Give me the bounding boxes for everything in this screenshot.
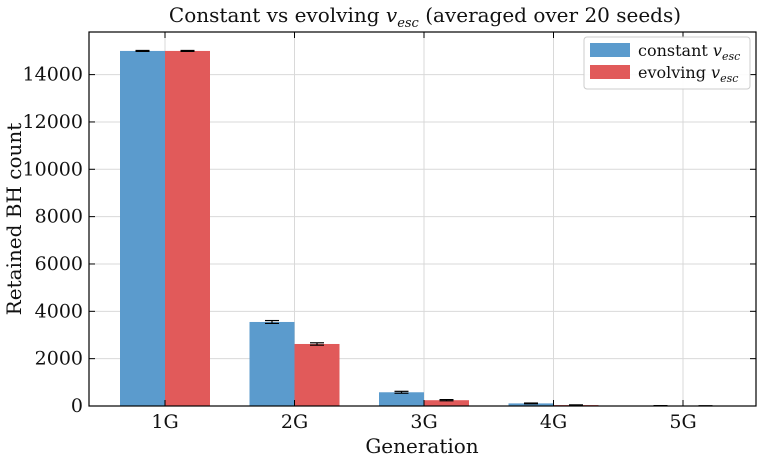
chart-title-var: v — [386, 3, 398, 27]
legend-label-evolving: evolving vesc — [638, 63, 738, 85]
bar-evolving-2G — [294, 343, 340, 406]
y-tick-label: 2000 — [35, 348, 83, 370]
y-tick-label: 0 — [71, 395, 83, 417]
chart-title-text: Constant vs evolving — [169, 3, 386, 27]
chart-title-rest: (averaged over 20 seeds) — [419, 3, 681, 27]
bar-evolving-3G — [424, 400, 469, 406]
ticks-layer — [89, 32, 756, 407]
legend: constant vesc evolving vesc — [583, 36, 751, 90]
y-tick-label: 14000 — [23, 64, 83, 86]
x-tick-label: 1G — [151, 411, 178, 433]
bar-constant-3G — [379, 392, 424, 406]
bar-constant-1G — [120, 50, 165, 407]
legend-swatch-evolving — [590, 65, 630, 79]
x-tick-label: 4G — [540, 411, 567, 433]
y-tick-label: 12000 — [23, 111, 83, 133]
y-tick-label: 10000 — [23, 158, 83, 180]
error-bars-layer — [135, 49, 713, 407]
bar-evolving-1G — [165, 50, 210, 407]
chart-title-sub: esc — [397, 16, 419, 31]
x-tick-label: 2G — [281, 411, 308, 433]
x-axis-title: Generation — [365, 434, 478, 458]
legend-swatch-constant — [590, 43, 630, 57]
y-tick-label: 8000 — [35, 206, 83, 228]
x-tick-label: 3G — [410, 411, 437, 433]
y-axis-title: Retained BH count — [2, 123, 26, 316]
bars-layer — [120, 50, 728, 407]
bar-constant-2G — [249, 321, 295, 406]
plot-frame — [88, 31, 757, 407]
chart-title: Constant vs evolving vesc (averaged over… — [169, 3, 681, 31]
x-tick-label: 5G — [669, 411, 696, 433]
legend-label-constant: constant vesc — [638, 41, 740, 63]
y-tick-label: 4000 — [35, 300, 83, 322]
y-tick-labels: 0 2000 4000 6000 8000 10000 12000 14000 — [23, 64, 83, 417]
bar-constant-4G — [508, 403, 554, 406]
x-tick-labels: 1G 2G 3G 4G 5G — [151, 411, 696, 433]
y-tick-label: 6000 — [35, 253, 83, 275]
